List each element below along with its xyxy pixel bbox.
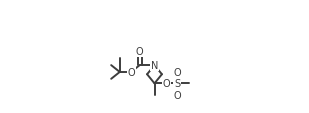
- Text: O: O: [136, 47, 143, 57]
- Text: N: N: [151, 61, 158, 71]
- Text: O: O: [173, 67, 181, 77]
- Text: O: O: [127, 67, 135, 77]
- Text: S: S: [174, 79, 180, 89]
- Text: O: O: [163, 79, 170, 89]
- Text: O: O: [173, 90, 181, 100]
